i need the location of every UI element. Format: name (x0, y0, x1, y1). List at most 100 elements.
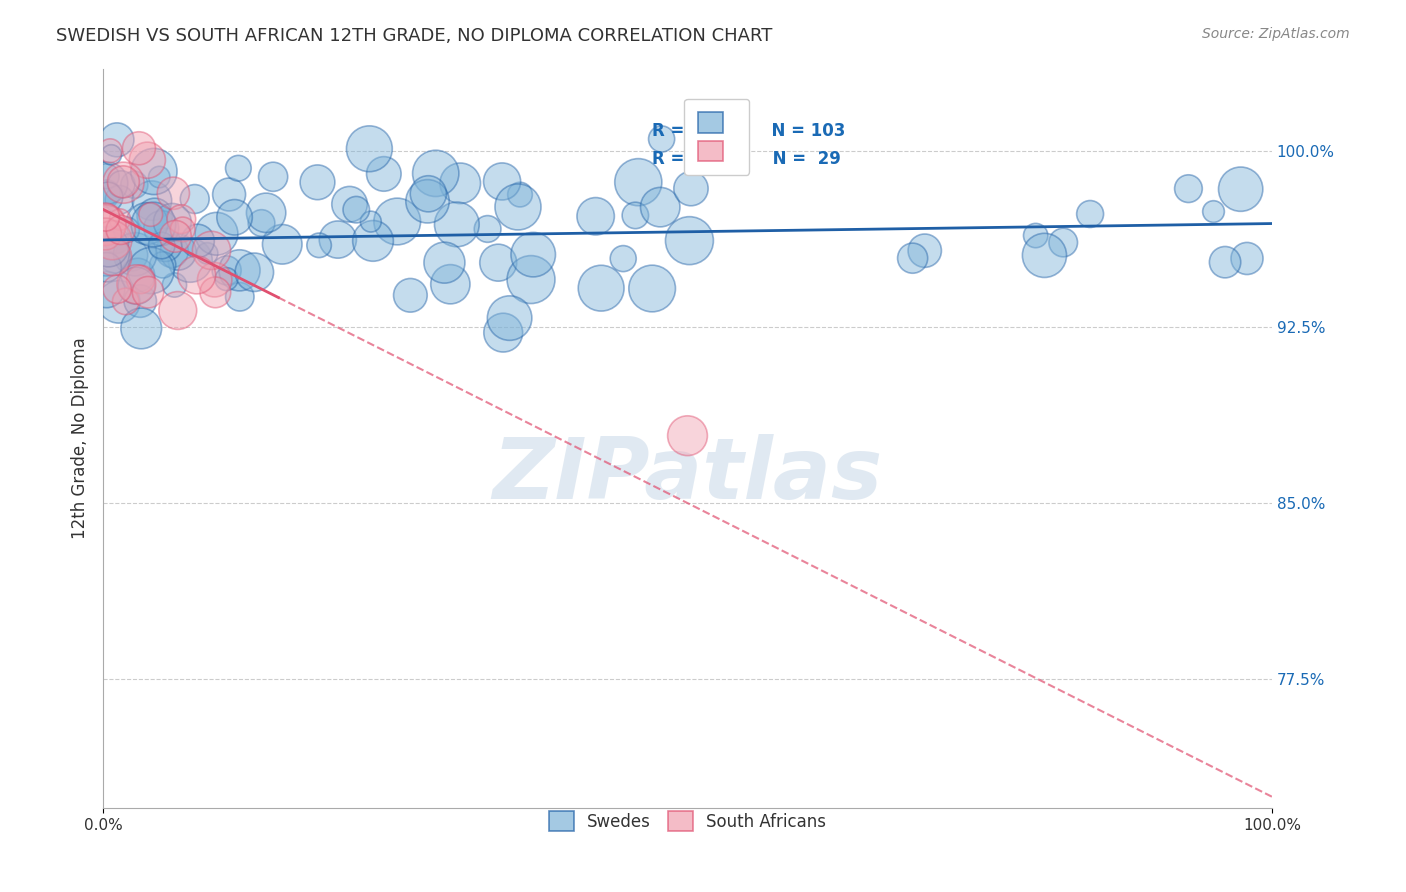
Point (141, 194, 163, 208)
Point (339, 197, 361, 211)
Point (179, 253, 201, 268)
Point (160, 244, 183, 259)
Point (187, 234, 209, 248)
Point (121, 248, 143, 262)
Text: SWEDISH VS SOUTH AFRICAN 12TH GRADE, NO DIPLOMA CORRELATION CHART: SWEDISH VS SOUTH AFRICAN 12TH GRADE, NO … (56, 27, 773, 45)
Point (128, 141, 150, 155)
Point (142, 164, 165, 178)
Point (651, 132, 673, 146)
Point (142, 218, 165, 232)
Point (163, 278, 186, 293)
Point (1052, 235, 1074, 250)
Point (100, 148, 122, 162)
Point (509, 187, 531, 202)
Point (1229, 182, 1251, 196)
Point (229, 290, 252, 304)
Point (129, 294, 152, 309)
Point (228, 161, 250, 176)
Point (612, 252, 634, 266)
Point (215, 263, 238, 277)
Point (901, 251, 924, 265)
Point (1236, 252, 1258, 266)
Point (200, 244, 222, 258)
Point (104, 250, 127, 264)
Point (125, 277, 148, 292)
Point (1078, 207, 1101, 221)
Y-axis label: 12th Grade, No Diploma: 12th Grade, No Diploma (72, 337, 89, 540)
Point (101, 233, 124, 247)
Point (418, 186, 440, 201)
Point (105, 133, 128, 147)
Point (124, 247, 146, 261)
Point (224, 211, 246, 225)
Point (94, 217, 117, 231)
Point (1213, 255, 1236, 269)
Point (627, 175, 650, 189)
Legend: Swedes, South Africans: Swedes, South Africans (536, 797, 839, 845)
Point (110, 223, 132, 237)
Point (150, 221, 173, 235)
Text: R =  0.073    N = 103: R = 0.073 N = 103 (652, 122, 846, 140)
Point (218, 187, 240, 202)
Point (96, 169, 118, 184)
Point (96, 283, 118, 297)
Point (184, 192, 207, 206)
Point (449, 176, 471, 190)
Point (129, 272, 152, 286)
Point (162, 215, 184, 229)
Point (344, 202, 367, 217)
Point (114, 294, 136, 309)
Point (506, 200, 529, 214)
Point (1025, 228, 1047, 243)
Point (416, 194, 439, 209)
Point (139, 207, 162, 221)
Point (271, 237, 294, 252)
Point (678, 234, 700, 248)
Point (624, 209, 647, 223)
Point (115, 223, 138, 237)
Point (105, 234, 128, 248)
Point (361, 234, 384, 248)
Point (446, 218, 468, 232)
Point (1202, 204, 1225, 219)
Point (373, 167, 395, 181)
Point (155, 237, 177, 252)
Point (150, 238, 173, 252)
Point (650, 200, 672, 214)
Point (522, 247, 544, 261)
Point (152, 258, 174, 272)
Point (96, 246, 118, 260)
Point (360, 214, 382, 228)
Point (98, 144, 121, 158)
Point (477, 222, 499, 236)
Point (96, 186, 118, 201)
Point (165, 229, 187, 244)
Point (124, 178, 146, 192)
Point (679, 181, 702, 195)
Point (148, 169, 170, 184)
Point (433, 255, 456, 269)
Point (94, 210, 117, 224)
Point (326, 233, 349, 247)
Point (425, 166, 447, 180)
Point (186, 268, 208, 282)
Point (308, 238, 330, 252)
Text: R = -0.383    N =  29: R = -0.383 N = 29 (652, 150, 841, 168)
Point (585, 209, 607, 223)
Text: Source: ZipAtlas.com: Source: ZipAtlas.com (1202, 27, 1350, 41)
Text: ZIPatlas: ZIPatlas (492, 434, 883, 517)
Point (439, 277, 461, 292)
Point (250, 216, 273, 230)
Point (204, 285, 226, 300)
Point (228, 263, 250, 277)
Point (172, 222, 194, 236)
Point (170, 212, 193, 227)
Point (204, 273, 226, 287)
Point (135, 217, 157, 231)
Point (215, 272, 238, 286)
Point (166, 303, 188, 318)
Point (97, 190, 120, 204)
Point (167, 245, 190, 260)
Point (108, 193, 131, 207)
Point (112, 176, 135, 190)
